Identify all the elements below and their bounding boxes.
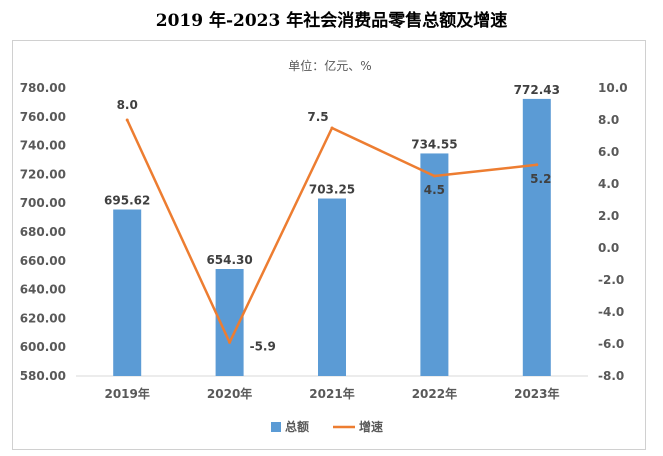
growth-value-label: 8.0 [117, 98, 138, 112]
legend-swatch-total [271, 422, 281, 432]
right-tick-label: -4.0 [598, 305, 624, 319]
right-tick-label: 10.0 [598, 81, 628, 95]
bar-value-label: 772.43 [514, 83, 560, 97]
x-tick-label: 2023年 [514, 386, 559, 401]
right-tick-label: -6.0 [598, 337, 624, 351]
growth-point [432, 174, 436, 178]
unit-label: 单位：亿元、% [288, 58, 371, 73]
growth-value-label: 5.2 [530, 172, 551, 186]
bar-total [113, 209, 142, 376]
x-tick-label: 2020年 [207, 386, 252, 401]
x-tick-label: 2022年 [412, 386, 457, 401]
growth-point [330, 126, 334, 130]
legend-label-total: 总额 [285, 419, 309, 434]
right-tick-label: 0.0 [598, 241, 619, 255]
right-tick-label: 4.0 [598, 177, 619, 191]
right-tick-label: 8.0 [598, 113, 619, 127]
left-tick-label: 680.00 [20, 225, 66, 239]
right-tick-label: 2.0 [598, 209, 619, 223]
left-tick-label: 580.00 [20, 369, 66, 383]
bar-value-label: 654.30 [206, 253, 252, 267]
right-tick-label: -8.0 [598, 369, 624, 383]
legend-label-growth: 增速 [359, 419, 383, 434]
growth-point [228, 340, 232, 344]
x-tick-label: 2019年 [104, 386, 149, 401]
bar-total [318, 198, 346, 376]
left-tick-label: 760.00 [20, 110, 66, 124]
left-tick-label: 720.00 [20, 167, 66, 181]
left-tick-label: 600.00 [20, 340, 66, 354]
left-tick-label: 700.00 [20, 196, 66, 210]
x-tick-label: 2021年 [309, 386, 354, 401]
bar-total [420, 153, 449, 376]
chart-title: 2019 年-2023 年社会消费品零售总额及增速 [155, 11, 508, 31]
left-tick-label: 740.00 [20, 139, 66, 153]
left-tick-label: 780.00 [20, 81, 66, 95]
left-tick-label: 660.00 [20, 254, 66, 268]
growth-value-label: 4.5 [424, 183, 445, 197]
bar-total [522, 98, 551, 376]
growth-point [535, 163, 539, 167]
bar-value-label: 695.62 [104, 194, 150, 208]
bar-value-label: 734.55 [411, 137, 457, 151]
left-tick-label: 620.00 [20, 311, 66, 325]
growth-value-label: 7.5 [307, 110, 328, 124]
growth-point [125, 118, 129, 122]
left-tick-label: 640.00 [20, 283, 66, 297]
growth-value-label: -5.9 [250, 339, 276, 353]
bar-value-label: 703.25 [309, 183, 355, 197]
right-tick-label: -2.0 [598, 273, 624, 287]
right-tick-label: 6.0 [598, 145, 619, 159]
